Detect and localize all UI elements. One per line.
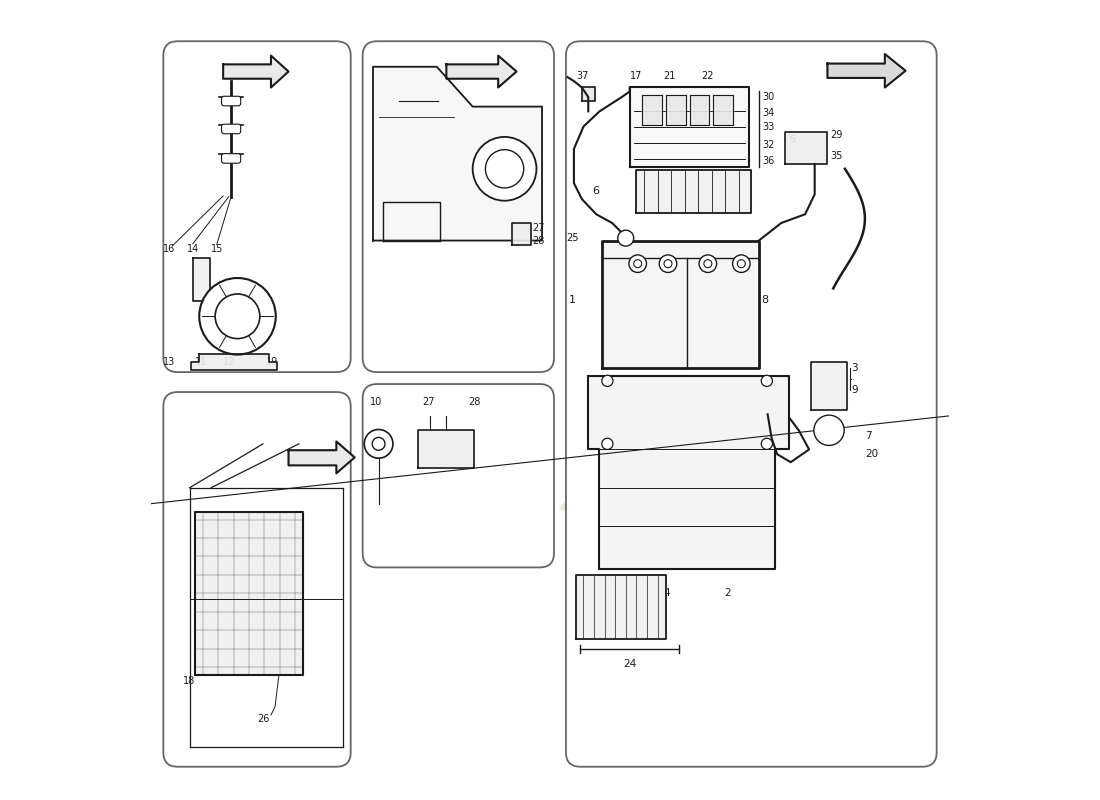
FancyBboxPatch shape	[221, 96, 241, 106]
Polygon shape	[714, 95, 734, 125]
Text: 1: 1	[569, 295, 575, 306]
Text: 27: 27	[532, 223, 544, 233]
Circle shape	[199, 278, 276, 354]
Polygon shape	[785, 132, 827, 164]
Text: 24: 24	[623, 659, 636, 669]
Text: 7: 7	[865, 431, 871, 441]
Circle shape	[634, 260, 641, 268]
Circle shape	[761, 375, 772, 386]
Polygon shape	[512, 223, 531, 245]
Text: 10: 10	[370, 397, 383, 406]
Circle shape	[664, 260, 672, 268]
FancyBboxPatch shape	[363, 384, 554, 567]
Polygon shape	[602, 241, 759, 368]
Circle shape	[618, 230, 634, 246]
Text: 12: 12	[223, 357, 235, 366]
Circle shape	[485, 150, 524, 188]
FancyBboxPatch shape	[221, 154, 241, 163]
Text: 4: 4	[663, 588, 670, 598]
Text: 29: 29	[830, 130, 843, 139]
Text: 16: 16	[163, 243, 175, 254]
Text: 9: 9	[851, 385, 858, 394]
Text: 35: 35	[830, 151, 843, 161]
FancyBboxPatch shape	[163, 42, 351, 372]
Text: 25: 25	[566, 233, 579, 243]
FancyBboxPatch shape	[221, 124, 241, 134]
Text: 2: 2	[724, 588, 730, 598]
Polygon shape	[690, 95, 710, 125]
Polygon shape	[575, 575, 666, 639]
Circle shape	[602, 438, 613, 450]
Text: 15: 15	[210, 243, 223, 254]
Polygon shape	[588, 376, 789, 569]
Circle shape	[372, 438, 385, 450]
Text: 27: 27	[422, 397, 436, 406]
Text: 19: 19	[266, 357, 278, 366]
Polygon shape	[582, 87, 595, 101]
Circle shape	[733, 255, 750, 273]
Text: 34: 34	[762, 108, 774, 118]
Text: 21: 21	[663, 71, 675, 81]
Circle shape	[629, 255, 647, 273]
Circle shape	[216, 294, 260, 338]
Text: 30: 30	[762, 92, 774, 102]
Circle shape	[659, 255, 676, 273]
Text: 32: 32	[762, 140, 774, 150]
Text: 36: 36	[762, 156, 774, 166]
Polygon shape	[192, 258, 244, 301]
Circle shape	[704, 260, 712, 268]
FancyBboxPatch shape	[565, 42, 937, 766]
Text: 13: 13	[163, 357, 175, 366]
Polygon shape	[636, 170, 751, 213]
Polygon shape	[827, 54, 905, 87]
Circle shape	[473, 137, 537, 201]
Circle shape	[737, 260, 746, 268]
Text: 28: 28	[469, 397, 481, 406]
Text: a passion for
parts: a passion for parts	[663, 290, 851, 414]
Text: 20: 20	[865, 450, 878, 459]
Text: a passion for parts: a passion for parts	[397, 414, 703, 578]
Polygon shape	[191, 354, 277, 370]
Text: 14: 14	[187, 243, 199, 254]
Circle shape	[364, 430, 393, 458]
Polygon shape	[812, 362, 847, 410]
Circle shape	[602, 375, 613, 386]
Text: 18: 18	[183, 676, 195, 686]
Text: 11: 11	[195, 357, 207, 366]
Polygon shape	[447, 56, 517, 87]
Circle shape	[814, 415, 844, 446]
Polygon shape	[223, 56, 288, 87]
Polygon shape	[288, 442, 354, 474]
Polygon shape	[629, 87, 749, 167]
Polygon shape	[418, 430, 474, 468]
Text: 17: 17	[630, 71, 642, 81]
FancyBboxPatch shape	[363, 42, 554, 372]
Polygon shape	[666, 95, 685, 125]
Text: 6: 6	[593, 186, 600, 196]
Text: 37: 37	[576, 71, 588, 81]
Circle shape	[700, 255, 716, 273]
Polygon shape	[195, 512, 302, 675]
Text: 5: 5	[789, 135, 795, 145]
Text: 28: 28	[532, 235, 544, 246]
Text: 26: 26	[256, 714, 270, 724]
Text: 33: 33	[762, 122, 774, 132]
Polygon shape	[373, 66, 542, 241]
Circle shape	[761, 438, 772, 450]
Text: 3: 3	[851, 363, 858, 373]
Text: 22: 22	[702, 71, 714, 81]
FancyBboxPatch shape	[163, 392, 351, 766]
Text: 8: 8	[761, 295, 769, 306]
Polygon shape	[641, 95, 661, 125]
